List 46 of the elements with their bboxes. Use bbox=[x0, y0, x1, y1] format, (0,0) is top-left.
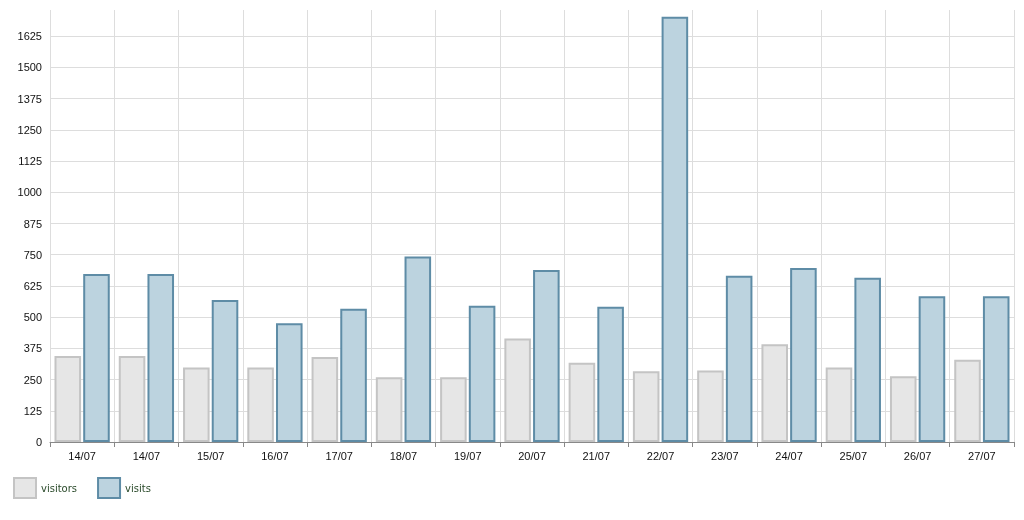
y-tick-label: 250 bbox=[23, 373, 42, 386]
bar bbox=[533, 269, 560, 442]
bar bbox=[790, 267, 817, 442]
legend-label: visits bbox=[125, 482, 151, 494]
y-tick-label: 500 bbox=[23, 311, 42, 324]
y-tick-label: 1500 bbox=[17, 61, 42, 74]
bar bbox=[725, 275, 753, 442]
bar bbox=[661, 16, 689, 442]
x-tick-label: 21/07 bbox=[582, 449, 611, 462]
bar bbox=[340, 308, 367, 442]
y-tick-label: 1250 bbox=[17, 123, 42, 136]
x-tick-label: 22/07 bbox=[646, 449, 675, 462]
x-tick-label: 14/07 bbox=[132, 449, 161, 462]
x-tick-label: 14/07 bbox=[68, 449, 96, 462]
y-tick-label: 375 bbox=[23, 342, 42, 355]
x-tick-label: 27/07 bbox=[968, 449, 996, 462]
x-tick-label: 26/07 bbox=[903, 449, 932, 462]
y-tick-label: 1125 bbox=[18, 155, 42, 168]
x-tick-label: 17/07 bbox=[325, 449, 353, 462]
legend-label: visitors bbox=[41, 482, 78, 494]
x-tick-label: 16/07 bbox=[261, 449, 289, 462]
bar bbox=[854, 277, 881, 442]
y-tick-label: 1000 bbox=[17, 186, 42, 199]
bar bbox=[147, 273, 175, 442]
bar bbox=[468, 305, 496, 442]
bar bbox=[404, 256, 432, 442]
x-tick-label: 24/07 bbox=[775, 449, 803, 462]
bar bbox=[211, 299, 239, 442]
x-tick-label: 19/07 bbox=[453, 449, 482, 462]
bar bbox=[918, 296, 946, 442]
y-tick-label: 625 bbox=[23, 279, 42, 292]
y-tick-label: 125 bbox=[23, 404, 42, 417]
y-tick-label: 1375 bbox=[17, 92, 42, 105]
x-tick-label: 20/07 bbox=[518, 449, 546, 462]
y-tick-label: 0 bbox=[35, 436, 42, 448]
bar bbox=[83, 273, 110, 442]
x-tick-label: 25/07 bbox=[839, 449, 868, 462]
bar bbox=[982, 296, 1010, 442]
y-tick-label: 875 bbox=[23, 217, 42, 230]
x-tick-label: 15/07 bbox=[196, 449, 225, 462]
x-tick-label: 18/07 bbox=[389, 449, 418, 462]
y-tick-label: 1625 bbox=[17, 30, 42, 43]
x-tick-label: 23/07 bbox=[711, 449, 739, 462]
y-tick-label: 750 bbox=[23, 248, 42, 261]
bar bbox=[597, 306, 624, 442]
bar bbox=[276, 323, 303, 442]
